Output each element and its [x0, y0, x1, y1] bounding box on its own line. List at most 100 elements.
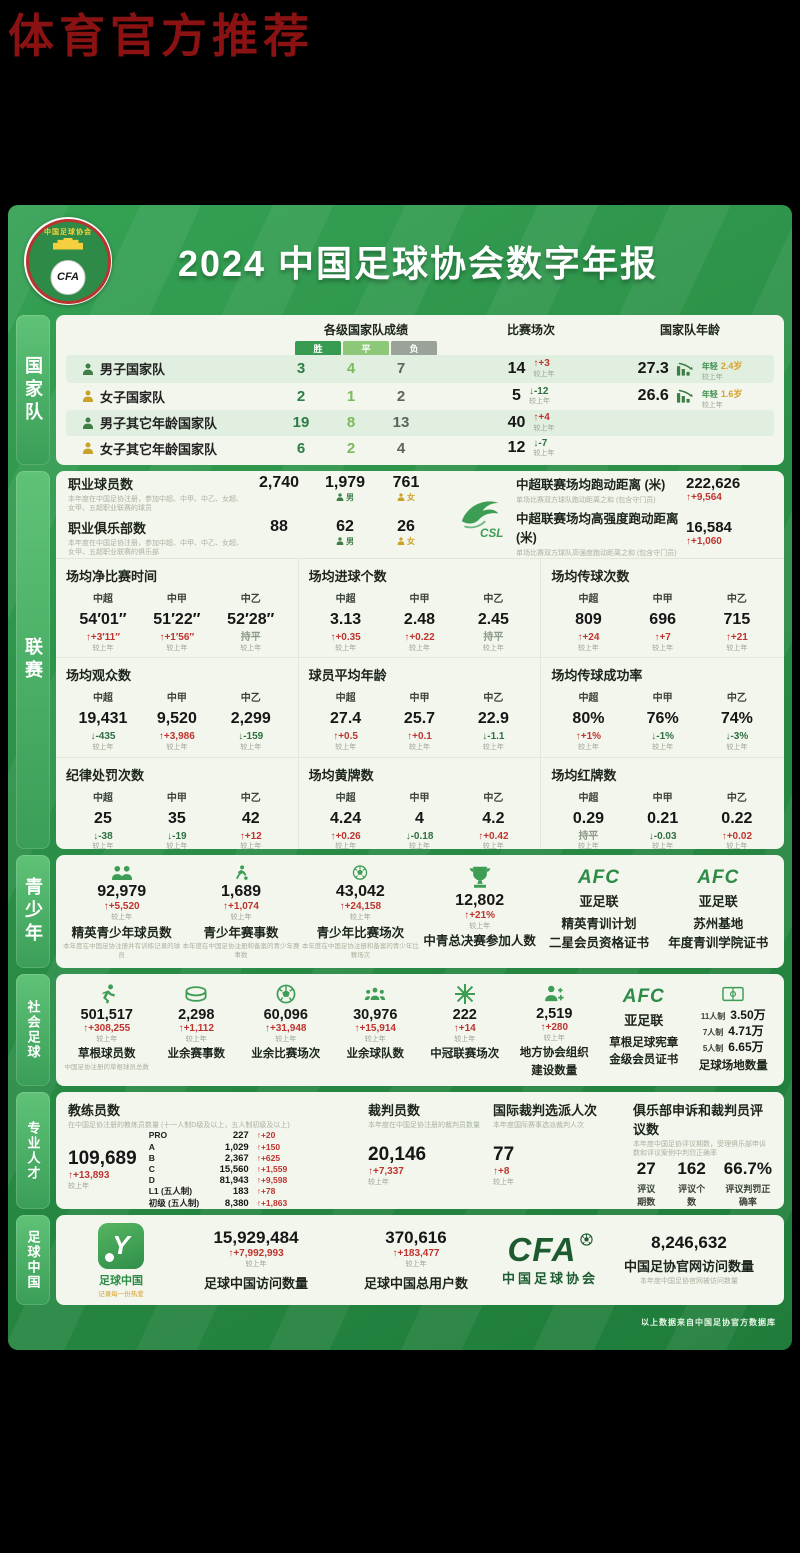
review-value: 27 [636, 1158, 656, 1178]
vs-label: 较上年 [577, 743, 599, 751]
stat-value: 0.21 [647, 809, 679, 827]
age-delta: 1.6岁 [720, 388, 743, 399]
win-chip: 胜 [295, 341, 341, 356]
tier-label: 中超 [92, 792, 113, 804]
tier-label: 中超 [335, 693, 356, 705]
intl-referees-block: 国际裁判选派人次 本年度国际赛事选派裁判人次 77 ↑+8 较上年 [493, 1100, 633, 1201]
stat-value: 74% [720, 710, 753, 728]
stat-delta: ↑+7,992,993 [228, 1248, 284, 1260]
stat-delta: ↑+0.1 [407, 731, 432, 743]
section-league: 联赛 职业球员数 本年度在中国足协注册，参加中超、中甲、中乙、女超、女甲、五超职业… [16, 471, 784, 849]
stat-title: 俱乐部申诉和裁判员评议数 [633, 1103, 764, 1137]
draws: 8 [346, 414, 356, 432]
team-name: 男子国家队 [100, 362, 166, 378]
stat-delta: ↑+31,948 [265, 1023, 307, 1034]
tier-label: 中甲 [166, 594, 187, 605]
male-person-icon [336, 537, 344, 545]
stat-value: 19,431 [78, 710, 128, 728]
cert-line2: 年度青训学院证书 [668, 935, 769, 950]
matches-value: 12 [507, 439, 526, 457]
team-name: 男子其它年龄国家队 [100, 416, 218, 432]
stat-delta: 持平 [578, 830, 599, 842]
female-person-icon [397, 537, 405, 545]
stat-title: 中超联赛场均高强度跑动距离 (米) [516, 511, 679, 545]
cert-line2: 金级会员证书 [609, 1054, 679, 1067]
annual-report-poster: 中国足球协会 CFA 2024 中国足球协会数字年报 国家队 各级国家队成绩 胜… [8, 205, 792, 1350]
coach-delta: ↑+20 [256, 1130, 276, 1141]
runner-icon [96, 984, 118, 1004]
app-logo-block: Y 足球中国 记录每一份热爱 [66, 1222, 176, 1298]
tier-label: 中超 [92, 594, 113, 605]
vs-label: 较上年 [111, 913, 133, 921]
afc-name: 亚足联 [698, 894, 738, 909]
social-card: 2,298 ↑+1,112 较上年 业余赛事数 [152, 982, 242, 1078]
stat-card: 场均净比赛时间 中超 54′01″ ↑+3′11″ 较上年 中甲 51′22″ ↑+1′5… [56, 559, 299, 658]
stat-value: 0.29 [572, 809, 604, 827]
stat-delta: ↓-1% [651, 731, 675, 743]
tier-label: 中超 [578, 693, 599, 705]
female-person-icon [397, 493, 405, 501]
tier-label: 中超 [578, 594, 599, 605]
stat-delta: ↑+183,477 [392, 1248, 440, 1260]
vs-label: 较上年 [335, 644, 357, 652]
app-users-block: 370,616 ↑+183,477 较上年 足球中国总用户数 [336, 1228, 496, 1291]
stat-delta: ↑+0.22 [404, 632, 435, 643]
vs-label: 较上年 [701, 374, 723, 382]
stat-delta: ↑+0.02 [721, 830, 753, 842]
stat-desc: 本年度在中国足协注册的裁判员数量 [368, 1122, 480, 1129]
cfa-letters: CFA [507, 1231, 577, 1268]
losses: 2 [396, 387, 406, 405]
league-top-block: 职业球员数 本年度在中国足协注册，参加中超、中甲、中乙、女超、女甲、五超职业联赛的… [56, 471, 784, 559]
cert-line1: 苏州基地 [693, 917, 744, 931]
players-male: 1,979 [324, 473, 366, 491]
cfa-badge-inner: 中国足球协会 CFA [25, 218, 111, 304]
coach-count: 227 [232, 1130, 249, 1142]
fields-card: 11人制 3.50万 7人制 4.71万 5人制 6.65万 足球场地数量 [689, 982, 779, 1078]
coach-delta: ↑+1,559 [256, 1164, 288, 1175]
card-title: 场均净比赛时间 [66, 569, 158, 584]
afc-logo: AFC [697, 867, 740, 888]
stat-card: 场均传球次数 中超 809 ↑+24 较上年 中甲 696 ↑+7 较上年 中乙 715 ↑+2… [541, 559, 784, 657]
tier-label: 中乙 [240, 594, 261, 605]
card-title: 球员平均年龄 [308, 668, 387, 684]
football-china-panel: Y 足球中国 记录每一份热爱 15,929,484 ↑+7,992,993 较上年… [56, 1215, 784, 1305]
draws: 4 [346, 360, 356, 378]
stat-label: 足球中国总用户数 [363, 1275, 468, 1291]
stat-card: 场均观众数 中超 19,431 ↓-435 较上年 中甲 9,520 ↑+3,986 较上年… [56, 657, 299, 757]
sidebar-national-teams: 国家队 [16, 315, 50, 465]
draw-chip: 平 [343, 341, 389, 356]
social-card: 2,519 ↑+280 较上年 地方协会组织 建设数量 [510, 982, 600, 1078]
section-football-china: 足球中国 Y 足球中国 记录每一份热爱 15,929,484 ↑+7,992,9… [16, 1215, 784, 1305]
vs-label: 较上年 [482, 743, 504, 751]
sidebar-label: 青少年 [23, 877, 43, 946]
tier-label: 中甲 [409, 792, 430, 804]
stat-desc: 本年度中国足协官网被访问数量 [640, 1278, 738, 1286]
stat-delta: ↑+15,914 [354, 1023, 396, 1034]
stat-label: 业余赛事数 [167, 1048, 226, 1061]
stat-desc: 本年度中国足协评议期数，受理俱乐部申诉数和评议案例中判罚正确率 [633, 1141, 766, 1158]
coach-count: 1,029 [224, 1141, 249, 1153]
stat-value: 92,979 [97, 883, 147, 901]
stat-value: 2.48 [403, 611, 436, 628]
stat-label: 精英青少年球员数 [71, 925, 172, 940]
vs-label: 较上年 [533, 370, 555, 378]
vs-label: 较上年 [92, 843, 114, 849]
gate-icon [53, 237, 83, 250]
cfa-wordmark: CFA [508, 1233, 593, 1266]
footer-note: 以上数据来自中国足协官方数据库 [641, 1317, 776, 1327]
soccer-ball-icon [347, 865, 373, 880]
review-label: 评议期数 [637, 1183, 656, 1207]
stat-delta: ↓-159 [238, 731, 264, 743]
stat-label-line1: 地方协会组织 [519, 1047, 589, 1060]
hi-intensity-distance-row: 中超联赛场均高强度跑动距离 (米) 单场比赛双方球队高强度跑动距离之和 (包含守门… [516, 508, 772, 558]
stat-delta: ↑+9,564 [686, 492, 722, 503]
stat-value: 4 [415, 809, 424, 827]
website-visits-block: 8,246,632 中国足协官网访问数量 本年度中国足协官网被访问数量 [604, 1233, 774, 1286]
coach-delta: ↑+1,863 [256, 1197, 288, 1208]
wdl-chips: 胜 平 负 [276, 341, 456, 356]
cfa-badge-logo: 中国足球协会 CFA [24, 217, 112, 305]
social-panel: 501,517 ↑+308,255 较上年 草根球员数 中国足协注册的草根球员总数… [56, 974, 784, 1086]
vs-label: 较上年 [533, 450, 555, 458]
